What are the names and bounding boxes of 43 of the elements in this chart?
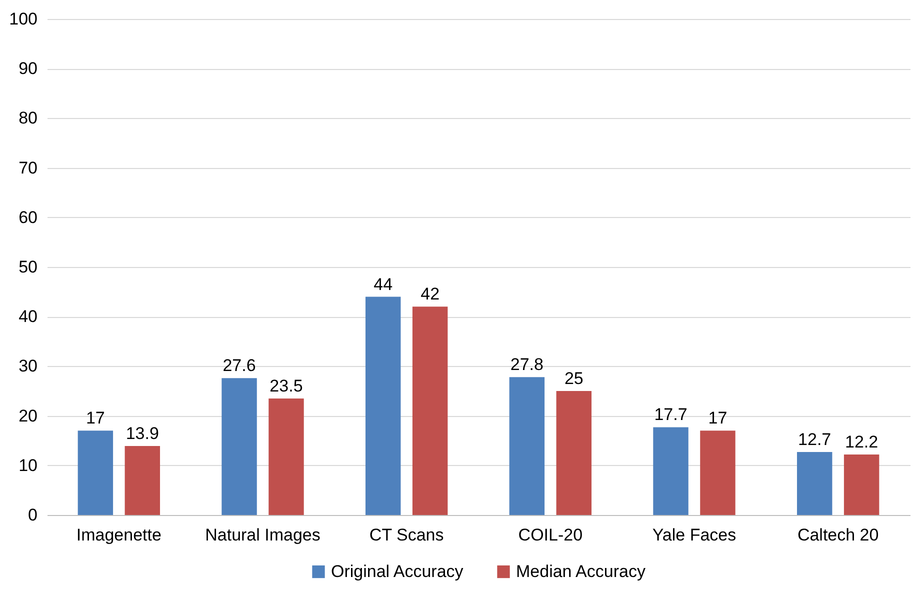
data-label: 13.9 — [126, 424, 159, 444]
bar — [700, 430, 736, 515]
data-label: 25 — [564, 369, 584, 388]
y-tick-label: 60 — [18, 208, 38, 227]
bar — [509, 377, 545, 515]
bar — [796, 452, 832, 515]
bar — [844, 454, 880, 515]
bar — [556, 391, 592, 515]
data-label: 44 — [374, 274, 393, 294]
data-label: 17 — [708, 408, 728, 428]
y-tick-label: 40 — [18, 307, 38, 326]
x-tick-label: Natural Images — [205, 526, 320, 544]
y-tick-label: 10 — [18, 456, 38, 475]
y-tick-label: 80 — [18, 108, 38, 128]
data-label: 17 — [86, 408, 105, 428]
x-tick-label: Imagenette — [76, 526, 162, 544]
data-label: 27.6 — [222, 356, 256, 376]
bar — [653, 427, 688, 515]
y-tick-label: 70 — [18, 158, 38, 178]
y-tick-label: 20 — [18, 406, 38, 426]
x-tick-label: Yale Faces — [652, 526, 736, 544]
y-tick-label: 100 — [9, 10, 38, 28]
bar — [268, 398, 304, 515]
x-tick-label: CT Scans — [369, 526, 444, 544]
y-tick-label: 50 — [18, 258, 38, 276]
data-label: 12.2 — [845, 432, 878, 452]
x-tick-label: COIL-20 — [518, 526, 583, 544]
y-tick-label: 0 — [28, 506, 38, 524]
y-tick-label: 30 — [18, 356, 38, 376]
data-label: 17.7 — [654, 405, 688, 424]
legend-label: Median Accuracy — [516, 562, 646, 581]
bar — [124, 446, 160, 515]
y-tick-label: 90 — [18, 59, 38, 78]
bar — [78, 430, 114, 515]
bar — [222, 378, 257, 515]
data-label: 42 — [420, 284, 440, 304]
data-label: 27.8 — [510, 355, 544, 374]
bar — [412, 306, 448, 515]
legend-label: Original Accuracy — [331, 562, 464, 581]
x-tick-label: Caltech 20 — [797, 526, 879, 544]
data-label: 12.7 — [798, 430, 832, 450]
data-label: 23.5 — [270, 376, 303, 396]
bar — [365, 296, 401, 515]
